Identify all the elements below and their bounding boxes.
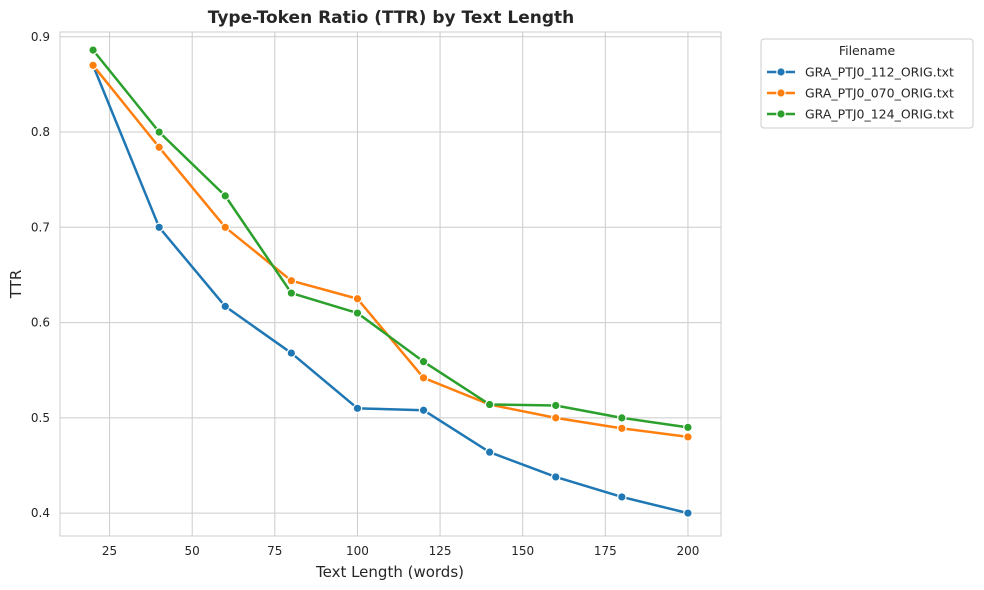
- data-point: [220, 222, 231, 233]
- data-point: [617, 423, 627, 434]
- series-line: [91, 64, 690, 515]
- data-point: [550, 400, 561, 411]
- x-tick-label: 200: [676, 544, 699, 558]
- y-axis-label: TTR: [7, 270, 25, 299]
- data-point: [352, 293, 363, 304]
- data-point: [418, 405, 429, 416]
- x-tick-label: 75: [267, 544, 282, 558]
- data-point: [683, 422, 693, 433]
- legend-title: Filename: [839, 43, 896, 58]
- legend-swatch-marker: [776, 88, 786, 98]
- data-point: [550, 413, 561, 423]
- data-point: [154, 222, 164, 233]
- legend-item: GRA_PTJ0_070_ORIG.txt: [767, 86, 954, 101]
- grid: [60, 32, 721, 536]
- data-point: [220, 301, 231, 312]
- legend-items: GRA_PTJ0_112_ORIG.txt GRA_PTJ0_070_ORIG.t…: [767, 65, 954, 122]
- y-tick-label: 0.6: [31, 316, 50, 330]
- data-point: [683, 432, 693, 442]
- y-tick-label: 0.9: [31, 30, 50, 44]
- legend-label: GRA_PTJ0_070_ORIG.txt: [805, 86, 954, 101]
- legend-label: GRA_PTJ0_112_ORIG.txt: [805, 65, 954, 80]
- legend-item: GRA_PTJ0_112_ORIG.txt: [767, 65, 954, 80]
- legend-swatch-marker: [776, 109, 786, 119]
- series-layer: [88, 45, 693, 518]
- x-tick-label: 50: [185, 544, 200, 558]
- data-point: [154, 127, 164, 137]
- legend-label: GRA_PTJ0_124_ORIG.txt: [805, 107, 954, 122]
- series-line: [91, 48, 690, 429]
- y-tick-label: 0.4: [31, 506, 50, 520]
- data-point: [352, 403, 363, 414]
- data-point: [484, 399, 495, 410]
- data-point: [286, 275, 297, 286]
- data-point: [220, 191, 231, 201]
- legend-item: GRA_PTJ0_124_ORIG.txt: [767, 107, 954, 122]
- data-point: [683, 508, 693, 518]
- chart-title: Type-Token Ratio (TTR) by Text Length: [208, 8, 575, 28]
- x-tick-label: 175: [594, 544, 617, 558]
- legend-box: [760, 38, 974, 129]
- y-tick-label: 0.5: [31, 411, 50, 425]
- x-axis-label: Text Length (words): [315, 563, 464, 581]
- data-point: [418, 373, 429, 383]
- data-point: [154, 142, 164, 153]
- data-point: [88, 60, 98, 71]
- series-line: [91, 64, 690, 439]
- series-3: [88, 45, 693, 433]
- data-point: [550, 472, 561, 482]
- data-point: [286, 288, 297, 298]
- y-axis-ticks: 0.4 0.5 0.6 0.7 0.8 0.9: [31, 30, 50, 520]
- x-tick-label: 150: [511, 544, 534, 558]
- y-tick-label: 0.8: [31, 125, 50, 139]
- data-point: [352, 308, 363, 318]
- data-point: [88, 45, 98, 55]
- x-tick-label: 100: [346, 544, 369, 558]
- series-1: [88, 60, 693, 518]
- data-point: [617, 492, 627, 502]
- data-point: [484, 447, 495, 457]
- x-axis-ticks: 25 50 75 100 125 150 175 200: [102, 544, 699, 558]
- plot-area: [59, 31, 722, 537]
- legend-swatch-marker: [776, 67, 786, 77]
- y-tick-label: 0.7: [31, 220, 50, 234]
- data-point: [286, 348, 297, 358]
- x-tick-label: 25: [102, 544, 117, 558]
- legend: Filename GRA_PTJ0_112_ORIG.txt GRA_PTJ0_0…: [760, 38, 974, 129]
- data-point: [418, 356, 429, 367]
- data-point: [617, 413, 627, 423]
- x-tick-label: 125: [429, 544, 452, 558]
